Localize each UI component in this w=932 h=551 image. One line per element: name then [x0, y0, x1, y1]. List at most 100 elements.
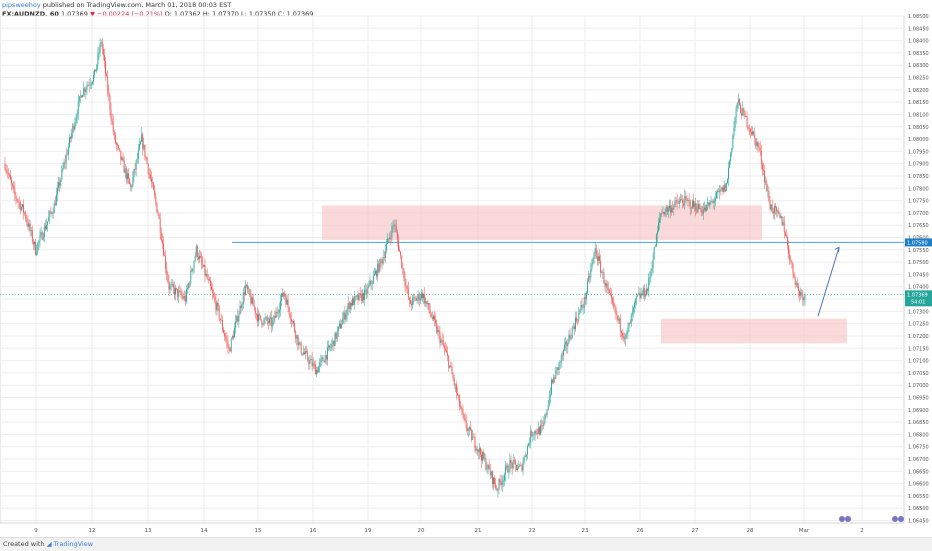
candle-body: [325, 355, 327, 360]
candle-body: [57, 187, 58, 195]
candle-body: [248, 289, 250, 290]
tradingview-brand[interactable]: TradingView: [53, 540, 94, 548]
candle-body: [93, 74, 94, 82]
candle-body: [608, 290, 610, 293]
candle-body: [50, 211, 52, 213]
candle-body: [273, 316, 275, 322]
candle-body: [437, 329, 439, 333]
candle-body: [772, 211, 774, 214]
candle-body: [206, 273, 208, 279]
candle-body: [118, 145, 120, 149]
y-tick-label: 1.07900: [908, 162, 929, 168]
candle-body: [29, 223, 31, 232]
candle-body: [686, 198, 688, 201]
candle-body: [193, 261, 195, 269]
candle-body: [8, 174, 10, 175]
candle-body: [305, 351, 306, 354]
y-tick-label: 1.07700: [908, 211, 929, 217]
candle-body: [524, 456, 526, 458]
candle-body: [620, 330, 622, 333]
candle-body: [411, 304, 413, 306]
candle-body: [132, 177, 134, 187]
candle-body: [769, 200, 771, 210]
candle-body: [725, 183, 727, 191]
candle-body: [549, 394, 551, 397]
candle-body: [163, 243, 164, 256]
y-tick-label: 1.08050: [908, 125, 929, 131]
candle-body: [404, 278, 406, 286]
candle-body: [509, 459, 511, 472]
candle-body: [629, 322, 631, 324]
candle-body: [100, 42, 102, 44]
candle-body: [96, 64, 98, 72]
candle-body: [716, 192, 717, 199]
candle-body: [319, 362, 321, 367]
candle-body: [410, 300, 411, 305]
candle-body: [632, 307, 634, 313]
candle-body: [345, 314, 347, 320]
candle-body: [81, 95, 82, 98]
candle-body: [430, 313, 432, 318]
candle-body: [449, 365, 451, 368]
candle-body: [578, 312, 580, 321]
candle-body: [548, 396, 550, 406]
candle-body: [394, 224, 396, 227]
candle-body: [232, 336, 234, 338]
candle-body: [306, 351, 308, 353]
candle-body: [183, 295, 185, 299]
candle-body: [759, 147, 761, 151]
candle-body: [473, 436, 475, 438]
candle-body: [736, 102, 738, 108]
candle-body: [646, 288, 647, 296]
candle-body: [790, 259, 792, 262]
event-marker-icon: [898, 516, 904, 522]
candle-body: [784, 232, 786, 237]
candle-body: [743, 108, 745, 111]
author-name[interactable]: pipsweehoy: [2, 1, 41, 9]
y-tick-label: 1.07550: [908, 248, 929, 254]
candle-body: [506, 465, 508, 468]
candle-body: [451, 366, 453, 375]
candle-body: [611, 294, 613, 298]
candle-body: [544, 414, 546, 423]
candle-body: [390, 237, 392, 239]
candle-body: [500, 481, 502, 485]
candle-body: [571, 327, 573, 339]
candle-body: [331, 344, 333, 348]
candle-body: [619, 318, 621, 331]
candle-body: [178, 290, 180, 297]
candle-body: [781, 216, 783, 225]
candle-body: [626, 332, 628, 335]
candle-body: [7, 172, 9, 175]
candle-body: [129, 178, 131, 184]
candle-body: [720, 189, 722, 191]
candle-body: [516, 464, 517, 470]
candle-body: [663, 212, 665, 215]
candle-body: [463, 414, 465, 418]
y-tick-label: 1.08250: [908, 76, 929, 82]
candle-body: [689, 201, 691, 209]
candle-body: [302, 352, 304, 355]
candle-body: [630, 314, 632, 324]
x-tick-label: 20: [418, 528, 425, 534]
x-tick-label: 15: [255, 528, 262, 534]
y-tick-label: 1.08150: [908, 100, 929, 106]
candle-body: [477, 449, 479, 453]
candle-body: [119, 148, 121, 151]
candle-body: [785, 236, 787, 237]
x-tick-label: Mar: [799, 528, 810, 534]
candle-body: [207, 278, 209, 280]
y-tick-label: 1.07000: [908, 383, 929, 389]
candle-body: [679, 199, 681, 202]
candle-body: [614, 307, 616, 308]
candle-body: [388, 238, 390, 240]
candle-body: [584, 297, 586, 300]
candle-body: [594, 248, 596, 254]
supply-demand-zone: [661, 318, 847, 344]
candlestick-chart[interactable]: 1.08500 1.08450 1.08400 1.08350 1.08300 1.082…: [0, 0, 932, 537]
candle-body: [111, 118, 113, 122]
candle-body: [514, 460, 516, 465]
candle-body: [12, 183, 14, 187]
candle-body: [458, 394, 460, 396]
candle-body: [738, 99, 740, 105]
